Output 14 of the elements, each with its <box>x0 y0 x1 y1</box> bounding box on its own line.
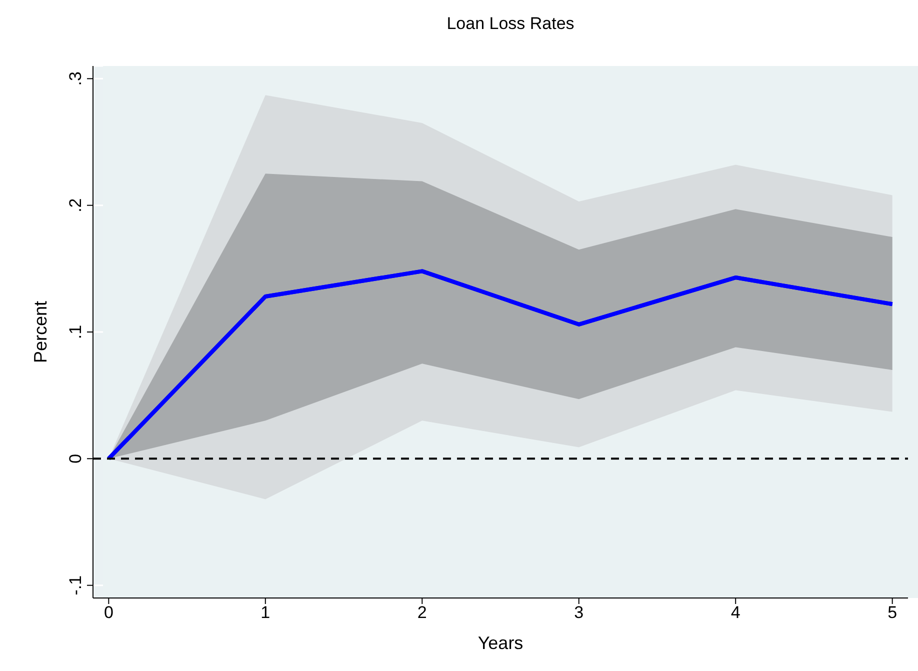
y-tick-label: .2 <box>66 198 85 212</box>
y-tick-label: 0 <box>66 454 85 464</box>
y-axis-title: Percent <box>30 300 50 364</box>
y-tick-label: .1 <box>66 324 85 340</box>
y-tick-label: -.1 <box>66 575 85 596</box>
chart-title: Loan Loss Rates <box>446 14 576 34</box>
x-tick-label: 3 <box>574 603 584 622</box>
y-tick-label: .3 <box>66 72 85 86</box>
x-axis-title: Years <box>478 633 524 653</box>
x-tick-label: 1 <box>260 603 270 622</box>
x-tick-label: 0 <box>104 603 114 622</box>
x-tick-label: 2 <box>417 603 427 622</box>
x-tick-label: 5 <box>888 603 898 622</box>
x-tick-label: 4 <box>730 603 740 622</box>
